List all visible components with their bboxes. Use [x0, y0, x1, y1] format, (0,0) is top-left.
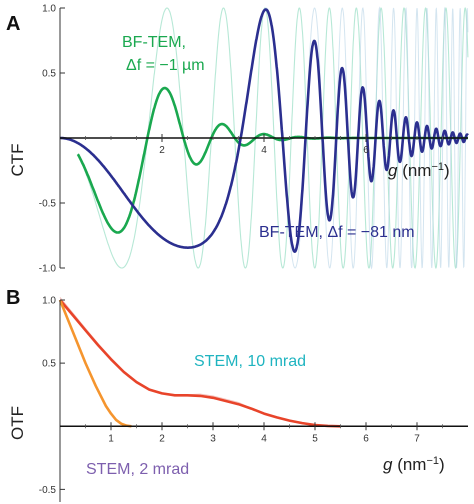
panel-a-green-label-line1: BF-TEM, — [122, 34, 186, 51]
otf-10mrad-series-line — [59, 299, 341, 428]
ctf-blue-series-line — [59, 8, 469, 253]
panel-b-x-tick-label: 4 — [261, 433, 267, 444]
panel-b-x-tick-label: 2 — [159, 433, 165, 444]
panel-a-y-tick-label: -0.5 — [39, 199, 57, 210]
panel-a-x-tick-label: 4 — [261, 145, 267, 156]
panel-b-x-axis-title: g (nm−1) — [383, 455, 445, 474]
panel-b-x-tick-label: 1 — [108, 433, 114, 444]
panel-a-blue-label: BF-TEM, Δf = −81 nm — [259, 224, 415, 241]
panel-b-x-tick-label: 3 — [210, 433, 216, 444]
panel-b-x-tick-label: 5 — [312, 433, 318, 444]
panel-a-axes: 1.0 0.5 -0.5 -1.0 2 4 6 — [39, 4, 468, 275]
panel-b-y-tick-label: -0.5 — [39, 485, 57, 496]
panel-b-y-axis-title: OTF — [8, 406, 27, 440]
panel-b-x-tick-label: 7 — [414, 433, 420, 444]
panel-a-x-axis-title: g (nm−1) — [388, 161, 450, 180]
panel-a-y-tick-label: -1.0 — [39, 264, 57, 275]
ctf-green-undamped-line — [77, 7, 469, 269]
panel-b-y-tick-label: 1.0 — [42, 296, 56, 307]
panel-a-ctf-plot: A 1.0 0.5 -0.5 -1.0 2 4 6 CTF g (nm−1) BF-TEM,… — [6, 4, 469, 275]
panel-b-x-tick-label: 6 — [363, 433, 369, 444]
panel-b-stem-2-label: STEM, 2 mrad — [86, 461, 189, 478]
panel-a-x-tick-label: 2 — [159, 145, 165, 156]
panel-a-letter: A — [6, 13, 20, 35]
otf-2mrad-series-line — [58, 299, 132, 428]
panel-a-x-tick-label: 6 — [363, 145, 369, 156]
panel-b-curves — [58, 297, 341, 428]
panel-a-y-tick-label: 0.5 — [42, 69, 56, 80]
panel-a-y-axis-title: CTF — [8, 143, 27, 176]
panel-b-otf-plot: B 1.0 0.5 -0.5 1 2 3 4 5 6 7 OTF g (nm−1) STEM, 1… — [6, 287, 468, 502]
panel-b-axes: 1.0 0.5 -0.5 1 2 3 4 5 6 7 — [39, 296, 468, 502]
panel-b-letter: B — [6, 287, 20, 309]
panel-b-stem-10-label: STEM, 10 mrad — [194, 353, 306, 370]
panel-a-y-tick-label: 1.0 — [42, 4, 56, 15]
panel-a-green-label-line2: Δf = −1 µm — [126, 57, 205, 74]
panel-b-y-tick-label: 0.5 — [42, 359, 56, 370]
